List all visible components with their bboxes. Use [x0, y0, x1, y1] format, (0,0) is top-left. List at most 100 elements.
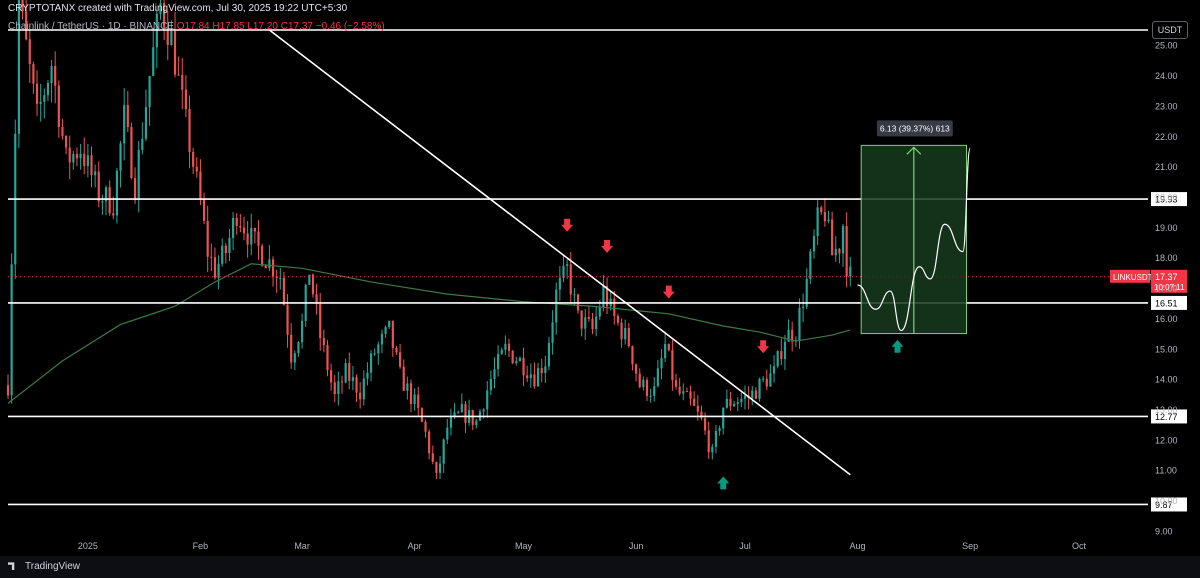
projected-path	[857, 147, 971, 332]
candle-body-34	[130, 127, 133, 178]
candle-body-31	[119, 143, 122, 171]
candle-body-189	[693, 398, 696, 406]
candle-body-97	[359, 392, 362, 400]
candle-body-3	[17, 0, 20, 134]
candle-body-226	[827, 219, 830, 222]
candle-body-88	[326, 345, 329, 371]
candle-body-63	[235, 218, 238, 226]
candle-body-79	[293, 353, 296, 363]
price-chart[interactable]: 6.13 (39.37%) 613 19.93 16.51 12.77 9.87 LIN…	[0, 0, 1200, 556]
y-tick-label-12: 21.00	[1155, 162, 1178, 172]
y-tick-label-14: 23.00	[1155, 101, 1178, 111]
symbol-label: LINKUSDT	[1113, 273, 1153, 282]
candle-body-165	[605, 285, 609, 307]
candle-body-167	[613, 298, 616, 317]
candle-body-35	[133, 177, 137, 200]
level-badge-3	[1151, 409, 1187, 424]
candle-body-44	[166, 27, 169, 46]
author-line: CRYPTOTANX created with TradingView.com,…	[8, 3, 348, 14]
sell-arrow-icon-3	[757, 340, 770, 354]
y-tick-label-4: 13.00	[1155, 405, 1178, 415]
candle-body-51	[192, 151, 195, 167]
candle-body-161	[591, 318, 594, 330]
candle-body-77	[286, 304, 289, 335]
candle-body-64	[239, 225, 242, 228]
candle-body-66	[246, 233, 249, 245]
y-tick-label-3: 12.00	[1155, 435, 1178, 445]
candle-body-193	[707, 430, 710, 453]
level-badge-4	[1151, 497, 1187, 512]
candle-body-203	[743, 395, 747, 399]
candle-body-199	[729, 398, 732, 407]
candle-body-85	[315, 294, 318, 305]
candle-body-122	[449, 417, 453, 428]
moving-average-line	[7, 263, 851, 404]
candle-body-181	[664, 343, 667, 359]
candle-body-132	[486, 390, 489, 410]
candle-body-65	[242, 227, 246, 234]
candle-body-180	[660, 358, 663, 369]
tradingview-logo[interactable]: TradingView	[8, 561, 80, 572]
candle-body-192	[703, 418, 707, 431]
currency-button[interactable]: USDT	[1152, 21, 1188, 39]
candle-body-80	[297, 342, 300, 354]
candle-body-225	[823, 212, 826, 222]
candle-body-228	[834, 248, 837, 256]
y-tick-label-9: 18.00	[1155, 253, 1178, 263]
candle-body-43	[163, 3, 166, 28]
level-label-2: 16.51	[1155, 298, 1178, 308]
current-price-badge	[1151, 269, 1187, 293]
candle-body-33	[126, 105, 129, 128]
candle-body-160	[587, 317, 590, 319]
candle-body-69	[257, 231, 260, 246]
candle-body-195	[714, 430, 718, 447]
candle-body-158	[580, 310, 583, 329]
candle-body-202	[740, 398, 743, 403]
candle-body-177	[649, 395, 652, 397]
sell-arrow-icon-0	[561, 218, 574, 232]
candle-body-59	[221, 245, 224, 264]
projection-label-box	[876, 120, 953, 137]
candle-body-105	[388, 320, 391, 328]
candle-body-144	[529, 374, 532, 379]
buy-arrow-icon-5	[891, 339, 904, 353]
candle-body-114	[420, 408, 423, 422]
candle-body-163	[598, 307, 601, 317]
candle-body-169	[620, 322, 623, 340]
candle-body-207	[758, 378, 761, 399]
candle-body-12	[50, 65, 53, 84]
y-tick-label-11: 20.00	[1155, 192, 1178, 202]
level-badge-2	[1151, 295, 1187, 310]
candle-body-115	[424, 421, 427, 432]
x-tick-label-5: Jun	[629, 541, 644, 551]
moving-average-layer	[7, 263, 851, 404]
candle-body-27	[104, 187, 108, 202]
candle-body-46	[173, 31, 177, 75]
candle-body-99	[366, 372, 369, 379]
candle-body-91	[337, 381, 340, 395]
candle-body-200	[733, 403, 736, 407]
y-tick-label-7: 16.00	[1155, 314, 1178, 324]
candle-body-188	[689, 391, 692, 399]
candle-body-83	[308, 274, 311, 285]
candle-body-231	[845, 226, 848, 277]
candle-body-183	[671, 350, 674, 381]
candle-body-16	[65, 135, 68, 148]
candle-body-110	[406, 383, 409, 391]
candle-body-90	[333, 382, 336, 395]
candle-body-186	[682, 391, 685, 394]
candle-body-15	[61, 126, 64, 136]
candle-body-176	[645, 379, 649, 396]
signals-layer	[561, 218, 904, 490]
candle-body-4	[21, 0, 24, 12]
candle-body-48	[181, 74, 184, 90]
candle-body-196	[718, 428, 721, 431]
candle-body-101	[373, 353, 376, 355]
candle-body-178	[653, 386, 656, 396]
candle-body-28	[108, 187, 111, 214]
candle-body-62	[232, 218, 235, 238]
candle-body-147	[540, 367, 543, 373]
candle-body-42	[159, 3, 162, 14]
candle-body-174	[638, 373, 641, 388]
candle-body-126	[464, 403, 467, 423]
